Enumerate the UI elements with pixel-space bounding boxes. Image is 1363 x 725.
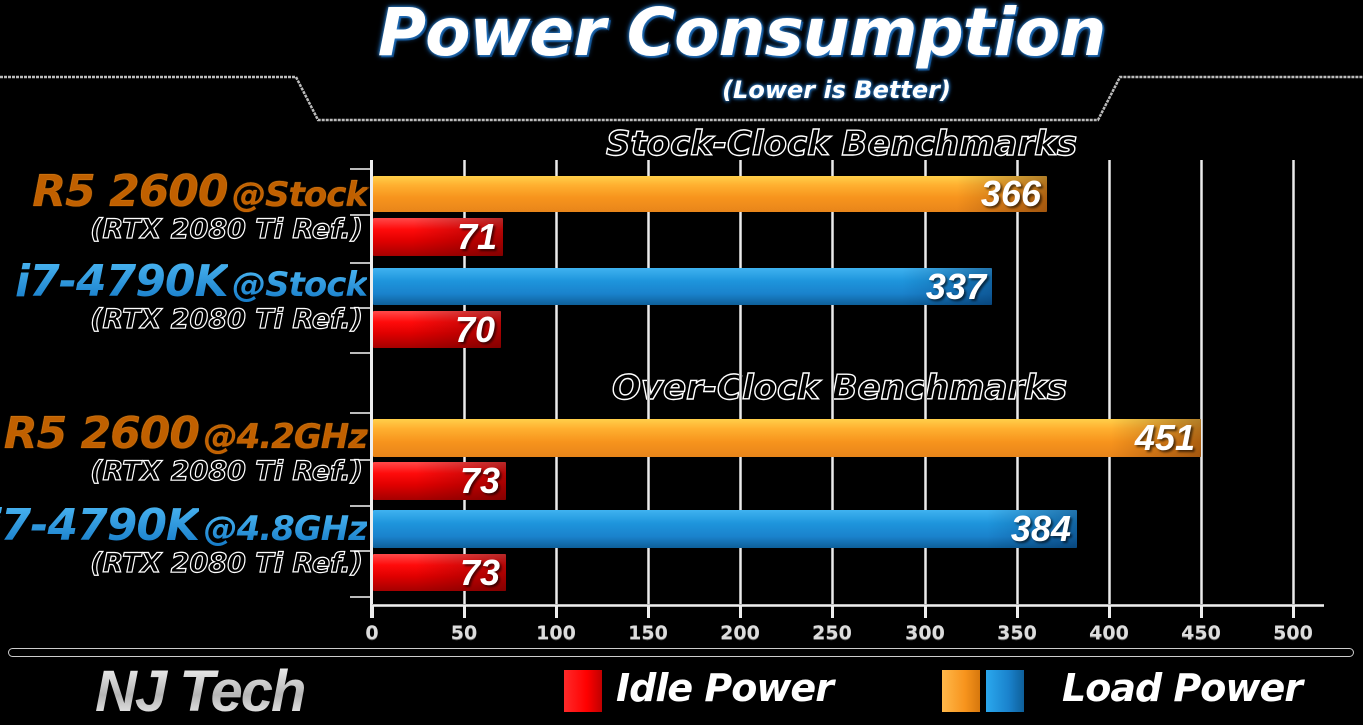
- header-frame: [0, 75, 1363, 122]
- gpu-label: (RTX 2080 Ti Ref.): [90, 455, 364, 487]
- cpu-label-i7-stock: i7-4790K @Stock: [15, 256, 368, 307]
- bar-load-r5-stock: 366: [373, 173, 1047, 214]
- y-axis: [370, 160, 373, 618]
- bar-load-i7-oc: 384: [373, 508, 1077, 549]
- legend-load-amd-swatch: [942, 670, 980, 712]
- legend-load-label: Load Power: [1062, 666, 1303, 710]
- gpu-label: (RTX 2080 Ti Ref.): [90, 213, 364, 245]
- bar-idle-r5-oc: 73: [373, 460, 506, 501]
- chart-title: Power Consumption: [377, 0, 1107, 71]
- cpu-label-r5-oc: R5 2600 @4.2GHz: [3, 408, 368, 459]
- chart-subtitle: (Lower is Better): [722, 76, 951, 104]
- bar-idle-i7-stock: 70: [373, 309, 501, 350]
- section-title-oc: Over-Clock Benchmarks: [611, 367, 1068, 408]
- legend-load-intel-swatch: [986, 670, 1024, 712]
- brand-logo: NJ Tech: [95, 659, 306, 724]
- bar-idle-i7-oc: 73: [373, 552, 506, 593]
- footer-divider: [8, 648, 1354, 657]
- bar-idle-r5-stock: 71: [373, 216, 503, 257]
- legend-idle-swatch: [564, 670, 602, 712]
- bar-load-i7-stock: 337: [373, 266, 992, 307]
- bar-load-r5-oc: 451: [373, 417, 1201, 458]
- x-axis: [372, 604, 1324, 607]
- section-title-stock: Stock-Clock Benchmarks: [605, 123, 1078, 164]
- gpu-label: (RTX 2080 Ti Ref.): [90, 547, 364, 579]
- legend-idle-label: Idle Power: [616, 666, 834, 710]
- cpu-label-i7-oc: i7-4790K @4.8GHz: [0, 500, 368, 551]
- gpu-label: (RTX 2080 Ti Ref.): [90, 303, 364, 335]
- cpu-label-r5-stock: R5 2600 @Stock: [32, 166, 368, 217]
